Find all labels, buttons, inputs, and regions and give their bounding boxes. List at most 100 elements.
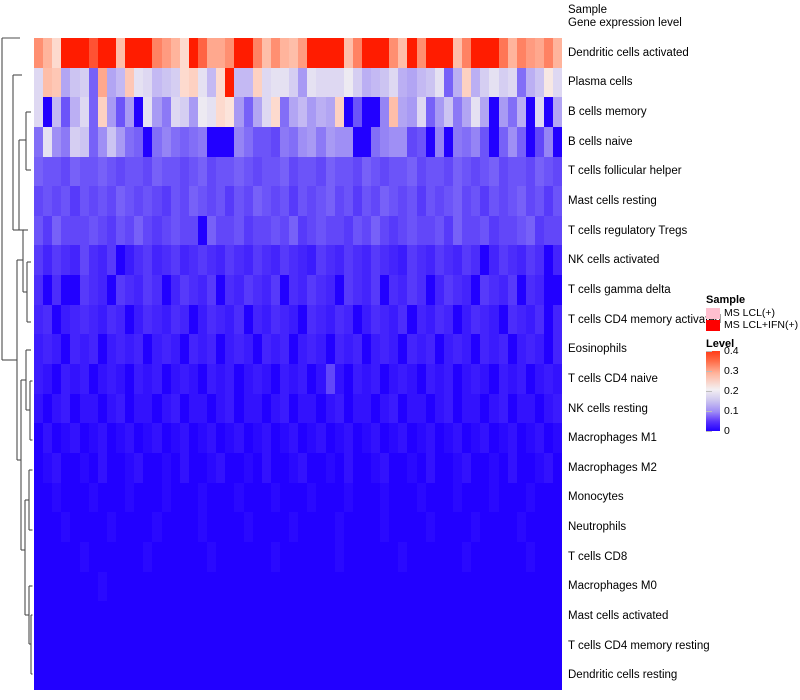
heatmap-cell — [197, 38, 208, 68]
heatmap-cell — [197, 304, 208, 335]
heatmap-cell — [170, 38, 180, 68]
heatmap-cell — [525, 97, 536, 127]
heatmap-cell — [316, 186, 326, 216]
heatmap-cell — [298, 660, 308, 691]
heatmap-cell — [88, 156, 98, 187]
heatmap-cell — [544, 215, 554, 246]
heatmap-cell — [179, 67, 189, 98]
heatmap-cell — [434, 97, 444, 127]
heatmap-row — [34, 67, 563, 98]
heatmap-cell — [216, 156, 226, 187]
heatmap-cell — [97, 660, 107, 691]
heatmap-cell — [125, 126, 135, 157]
heatmap-cell — [352, 275, 362, 305]
heatmap-cell — [61, 97, 71, 127]
heatmap-cell — [279, 245, 290, 276]
heatmap-cell — [261, 393, 271, 424]
heatmap-cell — [143, 67, 153, 98]
heatmap-cell — [434, 423, 444, 453]
heatmap-cell — [380, 97, 390, 127]
heatmap-cell — [88, 571, 98, 602]
heatmap-cell — [489, 334, 499, 365]
heatmap-cell — [361, 452, 372, 483]
heatmap-cell — [498, 541, 508, 572]
heatmap-cell — [43, 482, 53, 513]
heatmap-cell — [125, 423, 135, 453]
heatmap-cell — [298, 601, 308, 631]
heatmap-cell — [234, 512, 244, 542]
heatmap-cell — [535, 186, 545, 216]
heatmap-cell — [361, 156, 372, 187]
heatmap-cell — [498, 156, 508, 187]
heatmap-cell — [544, 660, 554, 691]
heatmap-cell — [453, 541, 463, 572]
sample-legend-items: MS LCL(+) MS LCL+IFN(+) — [706, 307, 800, 331]
heatmap-cell — [334, 97, 344, 127]
heatmap-cell — [289, 541, 299, 572]
heatmap-cell — [352, 571, 362, 602]
heatmap-cell — [152, 245, 162, 276]
heatmap-cell — [143, 660, 153, 691]
heatmap-cell — [243, 423, 253, 453]
heatmap-cell — [443, 156, 454, 187]
heatmap-cell — [70, 630, 80, 661]
heatmap-cell — [207, 186, 217, 216]
heatmap-cell — [343, 601, 353, 631]
heatmap-cell — [279, 541, 290, 572]
heatmap-cell — [553, 186, 563, 216]
row-label: Neutrophils — [568, 521, 627, 534]
heatmap-cell — [161, 452, 171, 483]
heatmap-cell — [425, 482, 435, 513]
heatmap-cell — [343, 393, 353, 424]
heatmap-cell — [106, 630, 116, 661]
heatmap-cell — [380, 571, 390, 602]
heatmap-cell — [289, 364, 299, 394]
heatmap-cell — [407, 156, 417, 187]
heatmap-cell — [252, 630, 262, 661]
heatmap-cell — [225, 97, 235, 127]
heatmap-cell — [434, 512, 444, 542]
heatmap-cell — [380, 630, 390, 661]
heatmap-cell — [525, 571, 536, 602]
heatmap-cell — [179, 512, 189, 542]
heatmap-cell — [270, 452, 280, 483]
heatmap-cell — [507, 186, 517, 216]
heatmap-cell — [389, 186, 399, 216]
heatmap-cell — [516, 423, 526, 453]
heatmap-cell — [535, 571, 545, 602]
row-label: T cells gamma delta — [568, 283, 671, 296]
heatmap-cell — [79, 156, 89, 187]
heatmap-cell — [507, 38, 517, 68]
heatmap-cell — [316, 482, 326, 513]
heatmap-cell — [125, 452, 135, 483]
heatmap-cell — [225, 423, 235, 453]
heatmap-cell — [352, 452, 362, 483]
heatmap-cell — [197, 67, 208, 98]
heatmap-cell — [243, 126, 253, 157]
heatmap-cell — [97, 215, 107, 246]
heatmap-cell — [352, 126, 362, 157]
heatmap-cell — [61, 601, 71, 631]
heatmap-cell — [161, 571, 171, 602]
heatmap-cell — [161, 541, 171, 572]
heatmap-cell — [443, 452, 454, 483]
heatmap-cell — [289, 97, 299, 127]
heatmap-cell — [443, 630, 454, 661]
heatmap-cell — [197, 245, 208, 276]
heatmap-cell — [106, 304, 116, 335]
heatmap-cell — [498, 275, 508, 305]
heatmap-cell — [234, 126, 244, 157]
heatmap-cell — [316, 393, 326, 424]
heatmap-cell — [480, 186, 490, 216]
heatmap-cell — [234, 571, 244, 602]
heatmap-cell — [279, 186, 290, 216]
level-tick-label: 0.2 — [724, 385, 739, 397]
heatmap-cell — [243, 512, 253, 542]
heatmap-cell — [225, 334, 235, 365]
heatmap-cell — [380, 38, 390, 68]
heatmap-cell — [252, 38, 262, 68]
heatmap-cell — [97, 364, 107, 394]
heatmap-cell — [325, 334, 335, 365]
heatmap-cell — [489, 245, 499, 276]
heatmap-cell — [170, 512, 180, 542]
